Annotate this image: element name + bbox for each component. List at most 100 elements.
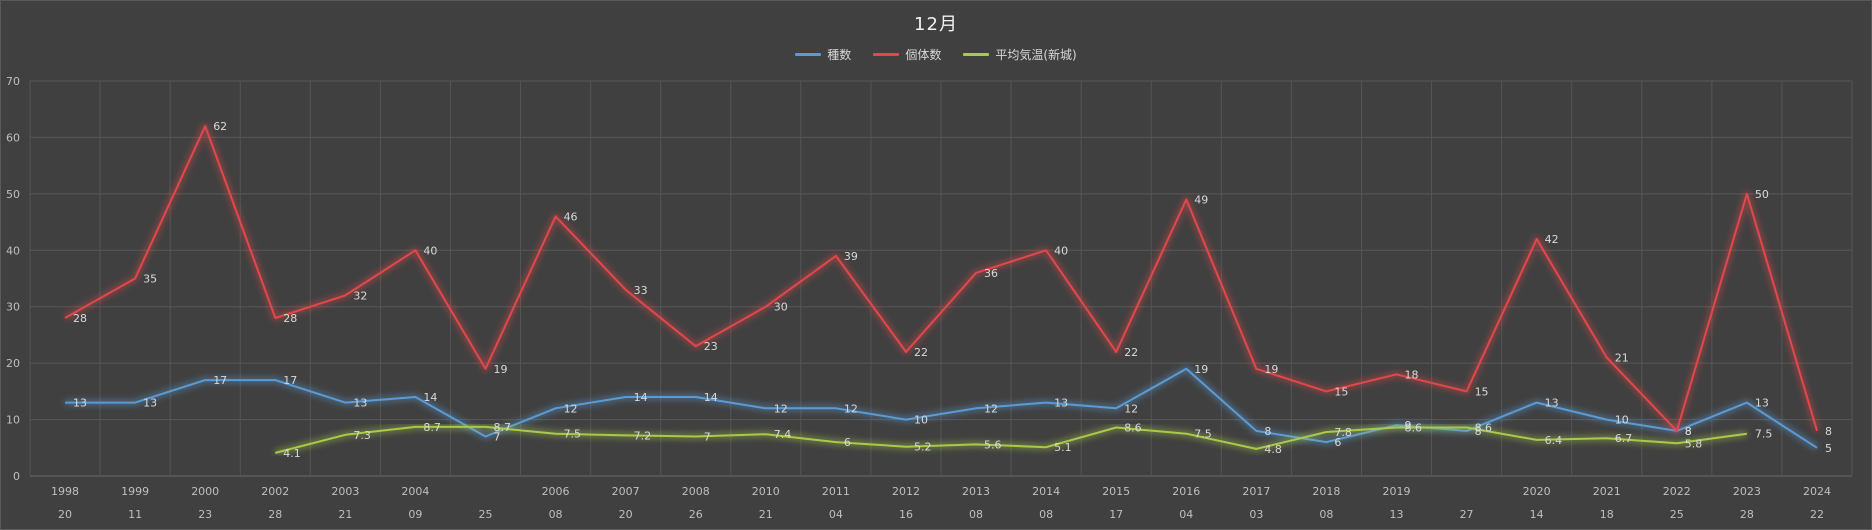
x-tick-day: 04 — [1179, 508, 1193, 521]
data-label: 23 — [704, 340, 718, 353]
y-tick-label: 50 — [6, 188, 20, 201]
data-label: 12 — [844, 402, 858, 415]
x-tick-year: 2016 — [1172, 485, 1200, 498]
x-tick-day: 09 — [408, 508, 422, 521]
x-tick-day: 23 — [198, 508, 212, 521]
data-label: 7.8 — [1334, 426, 1352, 439]
data-label: 19 — [1264, 363, 1278, 376]
x-tick-year: 2023 — [1733, 485, 1761, 498]
data-label: 8 — [1685, 425, 1692, 438]
x-tick-day: 22 — [1810, 508, 1824, 521]
data-label: 5.6 — [984, 438, 1002, 451]
data-label: 15 — [1334, 385, 1348, 398]
data-label: 49 — [1194, 194, 1208, 207]
y-tick-label: 20 — [6, 357, 20, 370]
data-label: 7 — [704, 431, 711, 444]
data-label: 21 — [1615, 352, 1629, 365]
data-label: 40 — [1054, 244, 1068, 257]
data-label: 12 — [564, 402, 578, 415]
data-label: 50 — [1755, 188, 1769, 201]
data-label: 19 — [494, 363, 508, 376]
series-lines — [63, 123, 1820, 456]
data-label: 10 — [1615, 414, 1629, 427]
data-label: 8.6 — [1124, 421, 1142, 434]
data-label: 42 — [1545, 233, 1559, 246]
data-label: 13 — [353, 397, 367, 410]
x-tick-year: 2024 — [1803, 485, 1831, 498]
data-label: 14 — [634, 391, 648, 404]
x-tick-day: 25 — [1670, 508, 1684, 521]
data-label: 8.7 — [494, 421, 512, 434]
x-tick-day: 08 — [1319, 508, 1333, 521]
data-label: 13 — [73, 397, 87, 410]
data-label: 17 — [213, 374, 227, 387]
data-label: 15 — [1475, 385, 1489, 398]
y-tick-label: 0 — [13, 470, 20, 483]
x-tick-year: 2013 — [962, 485, 990, 498]
data-label: 6.7 — [1615, 432, 1633, 445]
x-tick-year: 2002 — [261, 485, 289, 498]
y-axis: 0 10 20 30 40 50 60 70 — [6, 75, 20, 483]
x-tick-day: 08 — [1039, 508, 1053, 521]
y-tick-label: 30 — [6, 301, 20, 314]
chart-title: 12月 — [914, 14, 958, 35]
data-label: 46 — [564, 210, 578, 223]
x-tick-year: 2021 — [1593, 485, 1621, 498]
data-label: 33 — [634, 284, 648, 297]
y-tick-label: 70 — [6, 75, 20, 88]
data-label: 7.5 — [564, 428, 582, 441]
x-tick-day: 21 — [338, 508, 352, 521]
x-tick-day: 08 — [969, 508, 983, 521]
data-label: 12 — [984, 402, 998, 415]
x-tick-day: 13 — [1390, 508, 1404, 521]
x-tick-day: 08 — [549, 508, 563, 521]
data-labels: 13 13 17 17 13 14 7 12 14 14 12 12 10 12 13 12 19 8 6 9 8 13 1… — [73, 120, 1832, 460]
x-tick-day: 27 — [1460, 508, 1474, 521]
x-tick-day: 17 — [1109, 508, 1123, 521]
data-label: 8 — [1475, 425, 1482, 438]
data-label: 5.2 — [914, 441, 932, 454]
x-tick-day: 16 — [899, 508, 913, 521]
data-label: 36 — [984, 267, 998, 280]
series-line — [64, 125, 1818, 432]
data-label: 12 — [1124, 402, 1138, 415]
data-label: 8 — [1825, 425, 1832, 438]
legend: 種数 個体数 平均気温(新城) — [0, 46, 1872, 63]
data-label: 5 — [1825, 442, 1832, 455]
data-label: 39 — [844, 250, 858, 263]
gridlines — [29, 80, 1853, 477]
legend-swatch-individuals — [873, 53, 900, 56]
data-label: 12 — [774, 402, 788, 415]
x-tick-year: 2010 — [752, 485, 780, 498]
y-tick-label: 40 — [6, 244, 20, 257]
data-label: 7.3 — [353, 429, 371, 442]
x-tick-day: 04 — [829, 508, 843, 521]
data-label: 10 — [914, 414, 928, 427]
data-label: 22 — [914, 346, 928, 359]
x-tick-day: 28 — [268, 508, 282, 521]
x-tick-day: 14 — [1530, 508, 1544, 521]
data-label: 7.2 — [634, 429, 652, 442]
x-tick-year: 1998 — [51, 485, 79, 498]
data-label: 17 — [283, 374, 297, 387]
x-tick-day: 11 — [128, 508, 142, 521]
data-label: 13 — [143, 397, 157, 410]
x-tick-year: 2019 — [1383, 485, 1411, 498]
data-label: 18 — [1405, 368, 1419, 381]
x-tick-year: 2004 — [401, 485, 429, 498]
data-label: 13 — [1755, 397, 1769, 410]
data-label: 5.1 — [1054, 441, 1072, 454]
x-tick-day: 03 — [1249, 508, 1263, 521]
data-label: 19 — [1194, 363, 1208, 376]
x-tick-year: 2008 — [682, 485, 710, 498]
data-label: 8.6 — [1475, 421, 1493, 434]
data-label: 40 — [423, 244, 437, 257]
data-label: 13 — [1545, 397, 1559, 410]
data-label: 22 — [1124, 346, 1138, 359]
x-tick-year: 2012 — [892, 485, 920, 498]
x-tick-year: 2022 — [1663, 485, 1691, 498]
x-tick-year: 2018 — [1312, 485, 1340, 498]
x-tick-year: 2003 — [331, 485, 359, 498]
x-tick-day: 20 — [58, 508, 72, 521]
